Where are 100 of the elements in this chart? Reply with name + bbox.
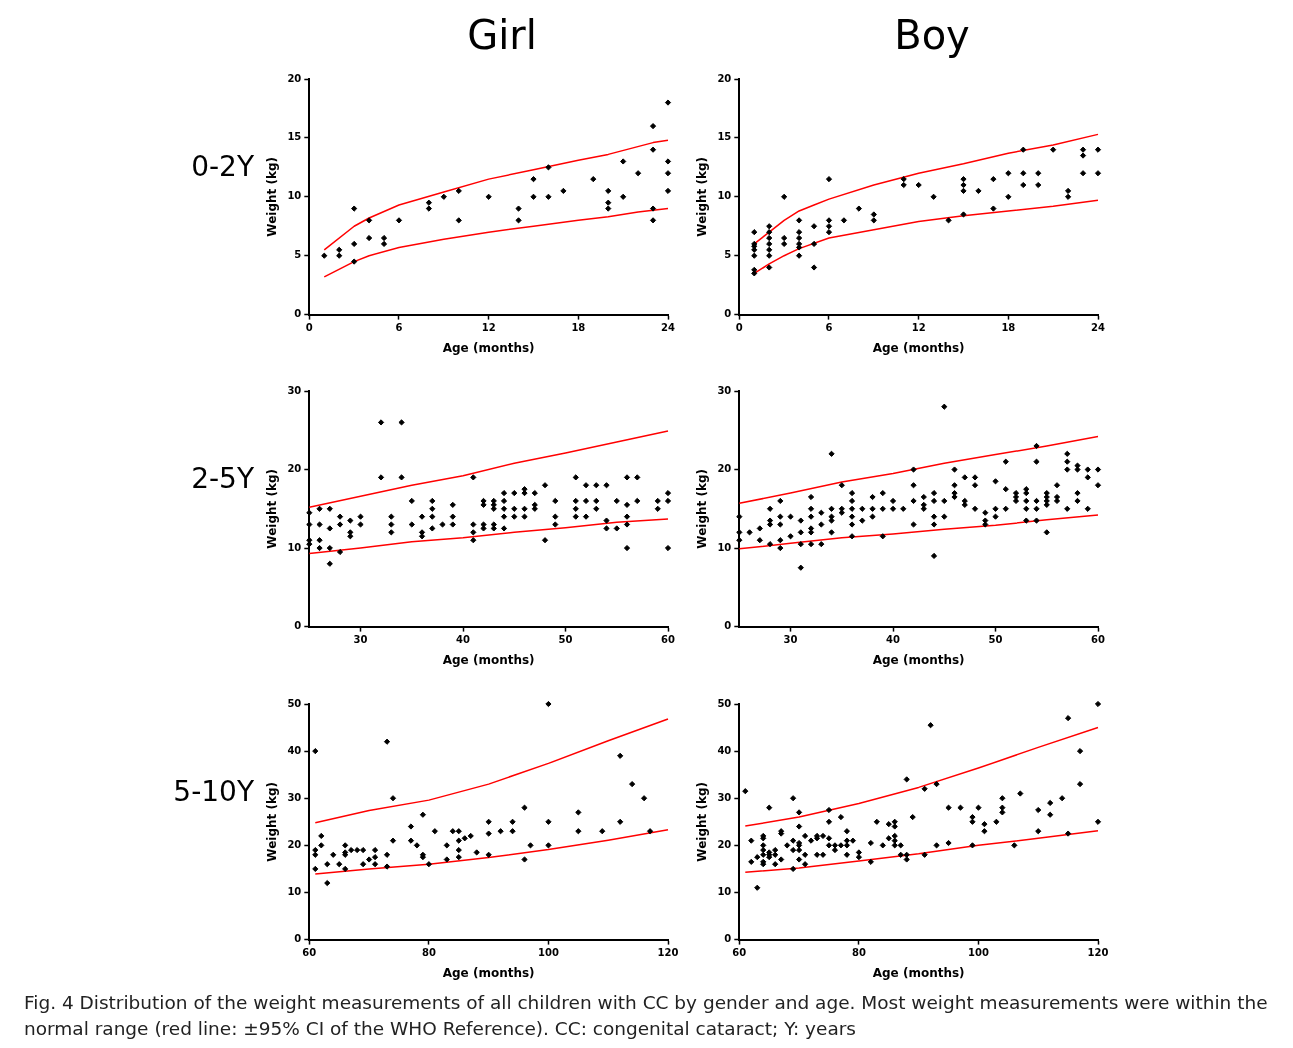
chart-title: Boy: [893, 12, 971, 58]
point: [351, 258, 358, 265]
point: [530, 193, 537, 200]
y-tick-label: 10: [717, 886, 732, 898]
y-tick-label: 0: [724, 620, 732, 632]
y-tick-label: 10: [717, 190, 732, 202]
point: [605, 199, 612, 206]
y-axis-title: Weight (kg): [695, 156, 710, 237]
text: 2-5Y: [190, 462, 254, 495]
x-axis-title: Age (months): [872, 652, 965, 667]
y-tick-label: 20: [287, 838, 302, 850]
y-tick-label: 10: [287, 541, 302, 553]
y-tick-label: 5: [294, 249, 302, 261]
x-tick-label: 40: [886, 634, 901, 646]
point: [351, 240, 358, 248]
y-axis-title: Weight (kg): [695, 781, 710, 862]
point: [366, 234, 373, 242]
point: [366, 217, 373, 224]
point: [649, 205, 657, 212]
x-axis-title: Age (months): [872, 965, 965, 980]
y-tick-label: 0: [294, 308, 302, 320]
y-tick-label: 10: [287, 886, 302, 898]
x-tick-label: 40: [456, 634, 471, 646]
point: [485, 193, 492, 200]
text: 0-2Y: [190, 150, 254, 183]
point: [545, 193, 552, 200]
y-axis-title: Weight (kg): [265, 156, 280, 237]
x-tick-label: 6: [395, 322, 403, 334]
x-axis-title: Age (months): [442, 340, 535, 355]
point: [455, 187, 462, 195]
x-tick-label: 24: [1091, 322, 1105, 334]
y-tick-label: 20: [287, 463, 302, 475]
y-tick-label: 30: [717, 384, 732, 396]
point: [649, 217, 657, 224]
y-tick-label: 30: [287, 384, 302, 396]
x-tick-label: 12: [481, 322, 496, 334]
x-tick-label: 24: [661, 322, 675, 334]
x-tick-label: 50: [558, 634, 573, 646]
x-tick-label: 18: [571, 322, 586, 334]
y-axis-title: Weight (kg): [695, 468, 710, 549]
y-tick-label: 20: [717, 72, 732, 84]
point: [515, 205, 522, 212]
point: [380, 234, 388, 242]
point: [321, 252, 328, 259]
x-tick-label: 50: [988, 634, 1003, 646]
point: [425, 199, 432, 206]
y-tick-label: 20: [717, 838, 732, 850]
y-axis-title: Weight (kg): [265, 468, 280, 549]
y-tick-label: 15: [717, 131, 732, 143]
point: [664, 158, 672, 165]
y-tick-label: 20: [717, 463, 732, 475]
x-tick-label: 60: [302, 947, 317, 959]
point: [530, 176, 537, 183]
point: [351, 205, 358, 212]
point: [620, 158, 627, 165]
x-tick-label: 80: [421, 947, 436, 959]
y-tick-label: 50: [717, 697, 732, 709]
point: [425, 205, 432, 212]
y-axis-title: Weight (kg): [265, 781, 280, 862]
point: [380, 240, 388, 248]
y-tick-label: 5: [724, 249, 732, 261]
x-tick-label: 6: [825, 322, 833, 334]
point: [455, 217, 462, 224]
point: [545, 164, 552, 171]
x-tick-label: 0: [735, 322, 743, 334]
y-tick-label: 10: [717, 541, 732, 553]
x-tick-label: 30: [353, 634, 368, 646]
x-tick-label: 60: [1091, 634, 1105, 646]
point: [336, 252, 343, 259]
y-tick-label: 0: [294, 933, 302, 945]
point: [664, 99, 672, 106]
point: [336, 246, 343, 253]
y-tick-label: 0: [724, 308, 732, 320]
y-tick-label: 0: [294, 620, 302, 632]
y-tick-label: 30: [287, 791, 302, 803]
point: [605, 187, 612, 195]
y-tick-label: 20: [287, 72, 302, 84]
x-tick-label: 120: [1087, 947, 1109, 959]
x-tick-label: 100: [538, 947, 559, 959]
point: [560, 187, 567, 195]
y-tick-label: 0: [724, 933, 732, 945]
x-axis-title: Age (months): [872, 340, 965, 355]
point: [395, 217, 403, 224]
point: [515, 217, 522, 224]
x-tick-label: 60: [732, 947, 747, 959]
y-tick-label: 40: [717, 744, 732, 756]
x-tick-label: 30: [783, 634, 798, 646]
x-axis-title: Age (months): [442, 652, 535, 667]
y-tick-label: 10: [287, 190, 302, 202]
x-tick-label: 18: [1001, 322, 1016, 334]
caption: Fig. 4 Distribution of the weight measurements of all children with CC by gender and age. Most weight measurements were within the normal range (red line: ±95% CI of the WHO Reference). CC: congenital cataract; Y: years: [24, 991, 1269, 1041]
point: [620, 193, 627, 200]
x-tick-label: 0: [305, 322, 313, 334]
y-tick-label: 15: [287, 131, 302, 143]
point: [664, 187, 672, 195]
y-tick-label: 30: [717, 791, 732, 803]
point: [635, 170, 642, 177]
x-tick-label: 12: [911, 322, 926, 334]
text: 5-10Y: [172, 775, 254, 808]
chart-title: Girl: [466, 12, 538, 58]
